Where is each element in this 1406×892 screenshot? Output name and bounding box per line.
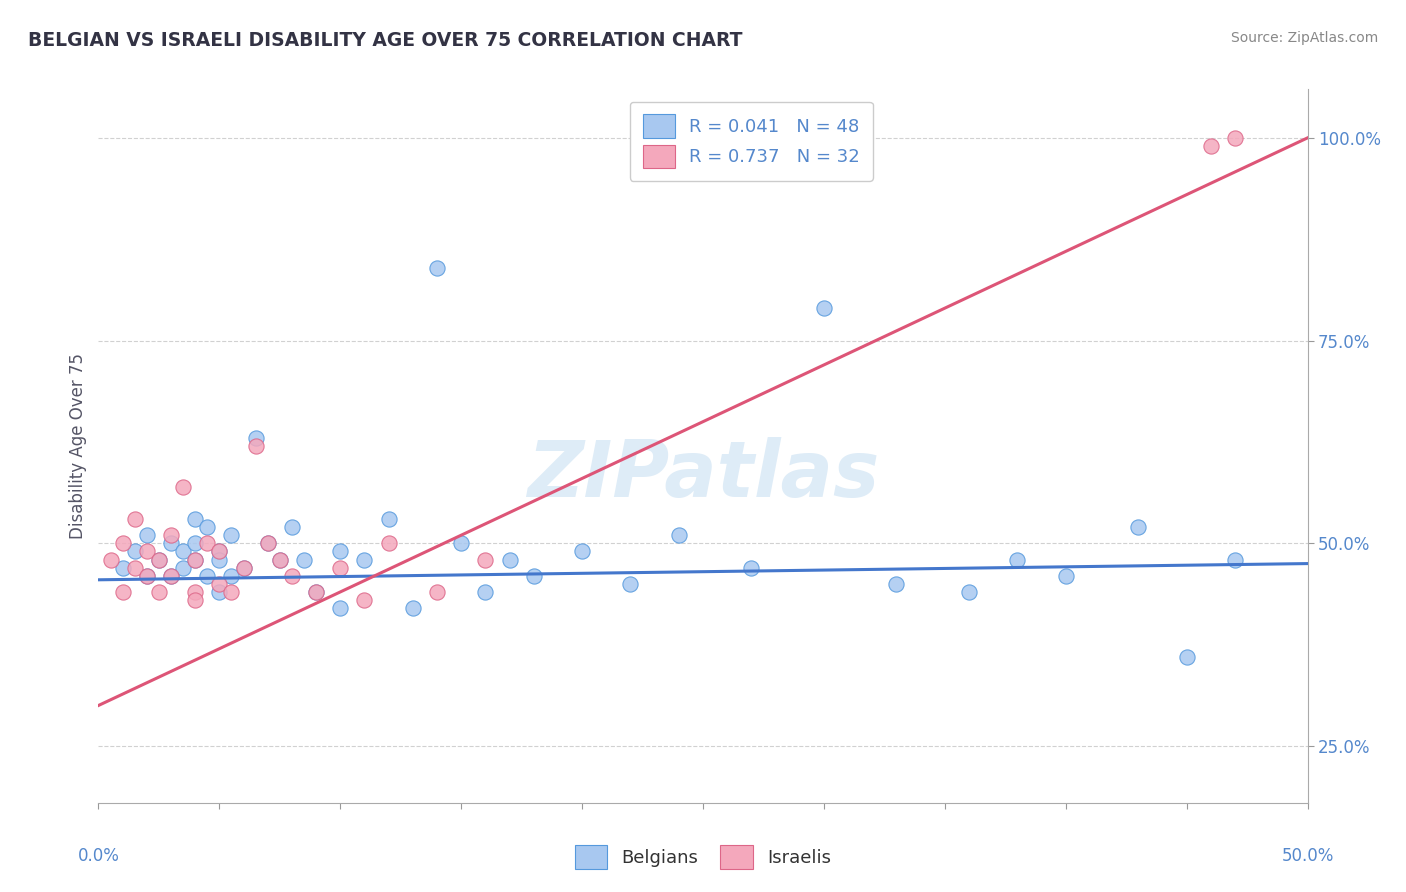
Point [256,536,278,550]
Point [172,544,194,558]
Point [148,552,170,566]
Point [571,544,593,558]
Point [160,536,183,550]
Point [160,528,183,542]
Point [1007,552,1029,566]
Point [195,568,218,582]
Point [256,536,278,550]
Point [184,593,207,607]
Point [377,536,399,550]
Point [329,601,352,615]
Point [208,552,231,566]
Point [221,528,243,542]
Point [353,593,375,607]
Point [135,528,157,542]
Point [221,568,243,582]
Point [208,544,231,558]
Point [148,585,170,599]
Point [221,585,243,599]
Point [245,431,267,445]
Point [281,568,304,582]
Point [426,585,449,599]
Point [184,512,207,526]
Point [124,560,146,574]
Point [184,552,207,566]
Point [208,577,231,591]
Point [450,536,472,550]
Point [135,568,157,582]
Point [208,585,231,599]
Point [886,577,908,591]
Point [813,301,835,315]
Point [353,552,375,566]
Text: BELGIAN VS ISRAELI DISABILITY AGE OVER 75 CORRELATION CHART: BELGIAN VS ISRAELI DISABILITY AGE OVER 7… [28,31,742,50]
Point [100,552,122,566]
Text: 0.0%: 0.0% [77,847,120,865]
Point [1128,520,1150,534]
Point [1223,552,1246,566]
Text: 50.0%: 50.0% [1281,847,1334,865]
Point [329,560,352,574]
Point [160,568,183,582]
Point [148,552,170,566]
Point [135,568,157,582]
Point [402,601,425,615]
Point [305,585,328,599]
Point [498,552,520,566]
Point [232,560,254,574]
Point [474,552,496,566]
Point [160,568,183,582]
Text: ZIPatlas: ZIPatlas [527,436,879,513]
Point [1175,649,1198,664]
Point [269,552,291,566]
Point [269,552,291,566]
Point [195,520,218,534]
Point [111,585,134,599]
Point [957,585,980,599]
Legend: Belgians, Israelis: Belgians, Israelis [568,838,838,876]
Point [1054,568,1077,582]
Y-axis label: Disability Age Over 75: Disability Age Over 75 [69,353,87,539]
Point [474,585,496,599]
Point [184,552,207,566]
Point [1199,139,1222,153]
Point [184,536,207,550]
Point [111,560,134,574]
Point [135,544,157,558]
Point [523,568,546,582]
Point [740,560,762,574]
Point [208,544,231,558]
Point [172,479,194,493]
Point [184,585,207,599]
Point [1223,131,1246,145]
Point [426,260,449,275]
Point [111,536,134,550]
Point [195,536,218,550]
Point [124,512,146,526]
Point [377,512,399,526]
Point [668,528,690,542]
Point [232,560,254,574]
Point [329,544,352,558]
Point [245,439,267,453]
Point [305,585,328,599]
Point [619,577,641,591]
Point [124,544,146,558]
Text: Source: ZipAtlas.com: Source: ZipAtlas.com [1230,31,1378,45]
Point [292,552,315,566]
Point [281,520,304,534]
Point [172,560,194,574]
